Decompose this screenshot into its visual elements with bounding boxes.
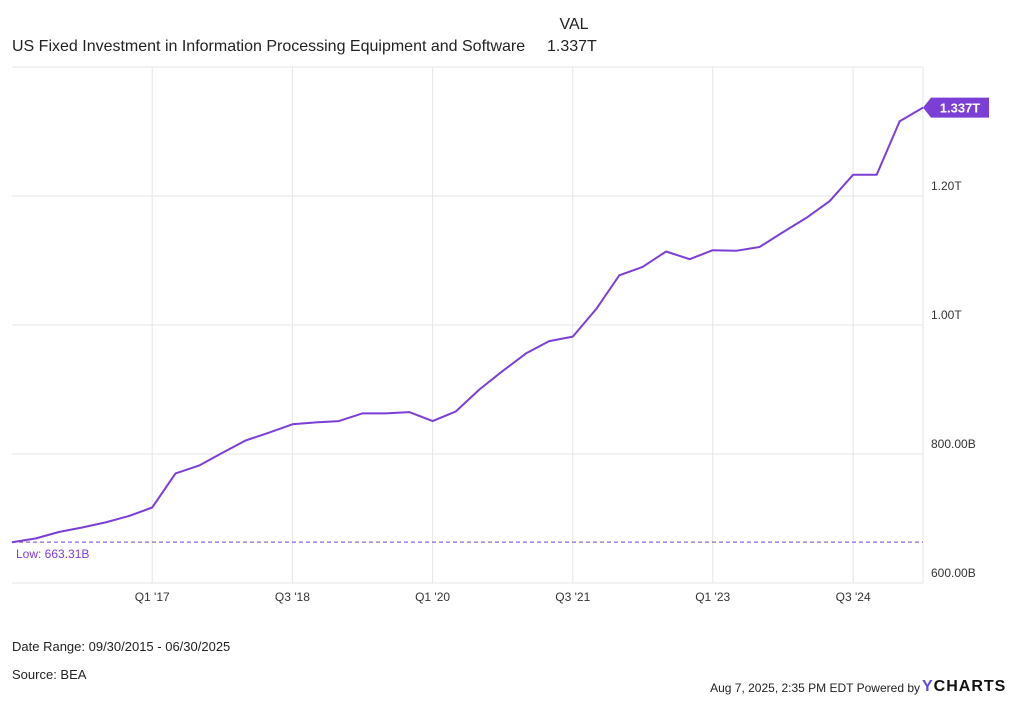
low-label: Low: 663.31B — [16, 547, 89, 561]
timestamp: Aug 7, 2025, 2:35 PM EDT Powered by — [710, 681, 920, 695]
legend-series-name: US Fixed Investment in Information Proce… — [12, 38, 526, 55]
source-note: Source: BEA — [12, 667, 87, 682]
last-value-label: 1.337T — [940, 101, 981, 116]
series-layer — [11, 106, 924, 544]
legend-series-value: 1.337T — [547, 38, 597, 55]
y-tick-label: 1.20T — [931, 179, 962, 193]
y-tick-label: 600.00B — [931, 566, 976, 580]
x-tick-label: Q1 '17 — [135, 590, 170, 604]
x-tick-label: Q1 '20 — [415, 590, 450, 604]
x-tick-label: Q3 '24 — [836, 590, 871, 604]
grid-layer — [12, 66, 924, 584]
x-axis-ticks: Q1 '17 Q3 '18 Q1 '20 Q3 '21 Q1 '23 Q3 '24 — [135, 590, 871, 604]
last-value-badge-layer: 1.337T — [923, 97, 989, 118]
legend-column-header: VAL — [559, 16, 589, 33]
y-tick-label: 800.00B — [931, 437, 976, 451]
low-marker-layer: Low: 663.31B — [12, 541, 923, 561]
y-axis-ticks: 600.00B 800.00B 1.00T 1.20T — [931, 179, 976, 580]
x-tick-label: Q3 '18 — [275, 590, 310, 604]
date-range: Date Range: 09/30/2015 - 06/30/2025 — [12, 639, 231, 654]
x-tick-label: Q1 '23 — [695, 590, 730, 604]
y-tick-label: 1.00T — [931, 308, 962, 322]
ycharts-logo[interactable]: YCHARTS — [922, 678, 1007, 695]
last-value-badge — [923, 97, 989, 118]
series-line — [11, 106, 924, 544]
x-tick-label: Q3 '21 — [555, 590, 590, 604]
